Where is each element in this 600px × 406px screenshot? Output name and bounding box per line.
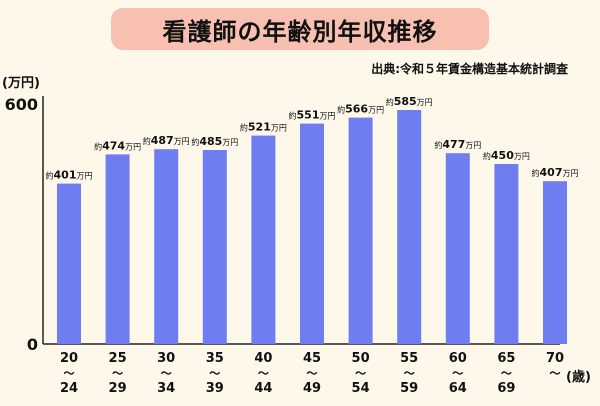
- bar-data-label: 約477万円: [434, 138, 481, 151]
- x-tick-label: 〜: [209, 367, 220, 380]
- y-tick-label: 0: [27, 335, 38, 354]
- x-tick-label: 29: [109, 381, 127, 396]
- x-tick-label: 24: [60, 381, 78, 396]
- bar-data-label: 約450万円: [483, 149, 530, 162]
- bar: [300, 123, 324, 344]
- x-tick-label: 〜: [112, 367, 123, 380]
- y-tick-label: 600: [5, 95, 38, 114]
- x-tick-label: 35: [206, 351, 224, 366]
- x-tick-label: 69: [497, 381, 515, 396]
- x-tick-label: 〜: [307, 367, 318, 380]
- x-tick-label: 64: [449, 381, 467, 396]
- x-tick-label: 〜: [550, 367, 561, 380]
- bar: [251, 135, 276, 344]
- x-tick-label: 30: [157, 351, 175, 366]
- x-tick-label: 45: [303, 351, 321, 366]
- chart-title-banner: 看護師の年齢別年収推移: [111, 8, 489, 50]
- x-tick-label: 34: [157, 381, 175, 396]
- y-axis-unit-label: (万円): [2, 76, 40, 91]
- x-tick-label: 44: [254, 381, 272, 396]
- bar-data-label: 約551万円: [289, 109, 336, 122]
- bar: [543, 181, 567, 344]
- bar-data-label: 約407万円: [532, 166, 579, 179]
- bar: [57, 183, 81, 344]
- bar-data-label: 約566万円: [337, 103, 384, 116]
- x-tick-label: 〜: [258, 367, 269, 380]
- x-tick-label: 55: [400, 351, 418, 366]
- bar: [397, 110, 422, 344]
- x-tick-label: 25: [109, 351, 127, 366]
- bar: [202, 150, 227, 344]
- x-tick-label: 60: [449, 351, 467, 366]
- x-tick-label: 〜: [64, 367, 75, 380]
- chart-title: 看護師の年齢別年収推移: [162, 17, 438, 46]
- bar: [154, 149, 179, 344]
- x-axis-unit-label: (歳): [566, 370, 591, 385]
- bar-data-label: 約521万円: [240, 121, 287, 134]
- x-tick-label: 〜: [452, 367, 463, 380]
- x-tick-label: 20: [60, 351, 78, 366]
- bar: [494, 164, 519, 344]
- bar: [445, 153, 470, 344]
- x-tick-label: 54: [352, 381, 370, 396]
- x-tick-label: 59: [400, 381, 418, 396]
- x-tick-label: 〜: [161, 367, 172, 380]
- bar-data-label: 約485万円: [191, 135, 238, 148]
- source-note: 出典:令和５年賃金構造基本統計調査: [371, 62, 568, 76]
- x-tick-label: 〜: [501, 367, 512, 380]
- bar-data-label: 約474万円: [94, 139, 141, 152]
- x-tick-label: 39: [206, 381, 224, 396]
- x-tick-label: 65: [497, 351, 515, 366]
- x-tick-label: 50: [352, 351, 370, 366]
- x-tick-label: 40: [254, 351, 272, 366]
- x-tick-label: 49: [303, 381, 321, 396]
- bar: [105, 154, 130, 344]
- x-tick-label: 〜: [404, 367, 415, 380]
- bar: [348, 117, 373, 344]
- x-tick-label: 70: [546, 351, 564, 366]
- bar-data-label: 約585万円: [386, 95, 433, 108]
- x-tick-label: 〜: [355, 367, 366, 380]
- bar-data-label: 約487万円: [143, 134, 190, 147]
- bar-data-label: 約401万円: [46, 169, 93, 182]
